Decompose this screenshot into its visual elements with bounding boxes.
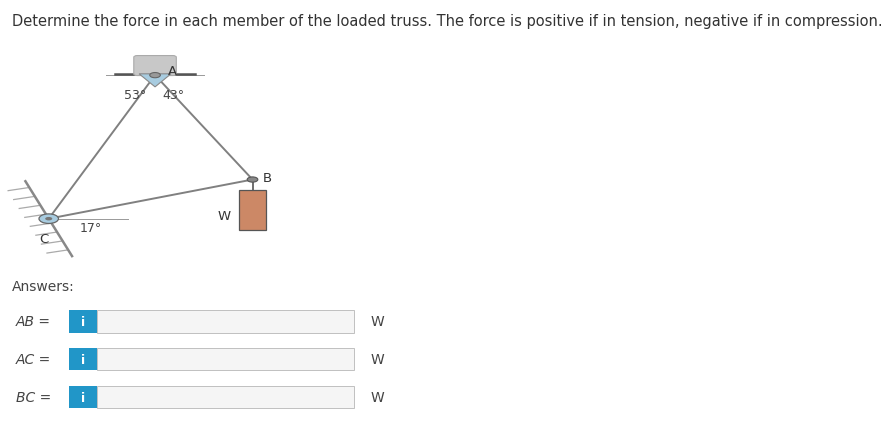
Text: W: W bbox=[370, 390, 385, 404]
Polygon shape bbox=[139, 75, 171, 88]
Text: AB =: AB = bbox=[16, 315, 51, 329]
Text: C: C bbox=[40, 232, 49, 245]
Text: Determine the force in each member of the loaded truss. The force is positive if: Determine the force in each member of th… bbox=[12, 14, 882, 29]
Circle shape bbox=[247, 178, 258, 183]
Text: i: i bbox=[82, 315, 85, 328]
FancyBboxPatch shape bbox=[97, 310, 354, 333]
Circle shape bbox=[150, 73, 160, 79]
FancyBboxPatch shape bbox=[97, 348, 354, 371]
FancyBboxPatch shape bbox=[69, 310, 97, 333]
Circle shape bbox=[45, 217, 52, 221]
Text: 17°: 17° bbox=[80, 221, 102, 234]
Text: 43°: 43° bbox=[162, 89, 184, 102]
Text: W: W bbox=[217, 210, 230, 223]
Text: W: W bbox=[370, 352, 385, 366]
FancyBboxPatch shape bbox=[69, 386, 97, 408]
Circle shape bbox=[39, 214, 58, 224]
Text: A: A bbox=[167, 65, 176, 78]
Text: 53°: 53° bbox=[124, 89, 146, 102]
Text: B: B bbox=[263, 171, 272, 184]
Text: Answers:: Answers: bbox=[12, 279, 74, 293]
FancyBboxPatch shape bbox=[134, 56, 176, 76]
Text: AC =: AC = bbox=[16, 352, 51, 366]
Text: i: i bbox=[82, 353, 85, 366]
FancyBboxPatch shape bbox=[97, 386, 354, 408]
Text: i: i bbox=[82, 391, 85, 404]
Text: W: W bbox=[370, 315, 385, 329]
Text: BC =: BC = bbox=[16, 390, 51, 404]
FancyBboxPatch shape bbox=[239, 191, 266, 230]
FancyBboxPatch shape bbox=[69, 348, 97, 371]
